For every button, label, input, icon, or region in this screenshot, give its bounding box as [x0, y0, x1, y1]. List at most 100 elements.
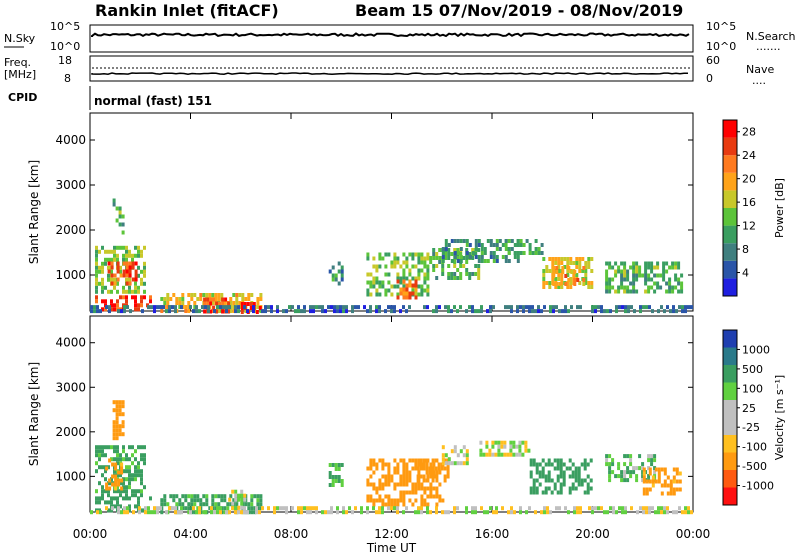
- data-cell: [369, 462, 373, 467]
- data-cell: [559, 486, 563, 491]
- data-cell: [331, 277, 335, 282]
- data-cell: [408, 283, 412, 288]
- data-cell: [540, 510, 543, 515]
- data-cell: [402, 478, 406, 483]
- data-cell: [557, 273, 561, 277]
- data-cell: [345, 510, 348, 515]
- colorbar-tick-label: 500: [742, 363, 763, 376]
- data-cell: [184, 309, 188, 313]
- data-cell: [474, 247, 478, 251]
- data-cell: [387, 470, 391, 475]
- data-cell: [645, 510, 648, 515]
- data-cell: [549, 510, 552, 515]
- data-cell: [669, 309, 672, 314]
- data-cell: [137, 249, 140, 254]
- data-cell: [128, 269, 132, 274]
- data-cell: [564, 274, 568, 278]
- data-cell: [559, 482, 563, 487]
- data-cell: [208, 506, 212, 511]
- data-cell: [128, 445, 131, 450]
- data-cell: [675, 471, 679, 476]
- data-cell: [527, 448, 531, 453]
- data-cell: [143, 261, 146, 266]
- data-cell: [516, 309, 519, 314]
- data-cell: [134, 295, 137, 300]
- data-cell: [675, 479, 679, 484]
- data-cell: [605, 462, 609, 467]
- data-cell: [195, 510, 198, 515]
- data-cell: [187, 293, 191, 297]
- data-cell: [645, 491, 649, 496]
- data-cell: [180, 506, 183, 511]
- data-cell: [518, 440, 522, 445]
- data-cell: [156, 506, 159, 511]
- data-cell: [584, 273, 588, 277]
- data-cell: [422, 458, 426, 463]
- data-cell: [387, 506, 390, 511]
- data-cell: [441, 453, 445, 458]
- data-cell: [107, 445, 110, 450]
- data-cell: [140, 493, 143, 498]
- data-cell: [107, 277, 110, 282]
- data-cell: [190, 506, 194, 511]
- data-cell: [556, 462, 560, 467]
- data-cell: [372, 486, 376, 491]
- data-cell: [225, 510, 228, 515]
- data-cell: [126, 506, 129, 511]
- data-cell: [95, 253, 98, 258]
- data-cell: [121, 404, 125, 409]
- data-cell: [468, 276, 472, 280]
- data-cell: [169, 297, 173, 301]
- data-cell: [117, 470, 121, 475]
- data-cell: [241, 293, 245, 297]
- data-cell: [431, 466, 435, 471]
- data-cell: [497, 440, 501, 445]
- data-cell: [384, 502, 388, 507]
- data-cell: [447, 248, 451, 252]
- data-cell: [390, 264, 394, 269]
- data-cell: [529, 490, 533, 495]
- data-cell: [474, 510, 477, 515]
- data-cell: [137, 303, 140, 308]
- y-tick-label: 4000: [55, 336, 86, 350]
- data-cell: [172, 293, 176, 297]
- data-cell: [552, 274, 556, 278]
- data-cell: [653, 289, 657, 294]
- data-cell: [123, 510, 126, 515]
- data-cell: [216, 305, 219, 310]
- data-cell: [128, 508, 131, 513]
- data-cell: [603, 510, 606, 515]
- data-cell: [399, 482, 403, 487]
- data-cell: [638, 269, 642, 274]
- data-cell: [408, 458, 412, 463]
- data-cell: [351, 305, 354, 310]
- data-cell: [375, 305, 378, 310]
- data-cell: [209, 309, 213, 314]
- data-cell: [95, 281, 98, 286]
- scatter-region: [112, 400, 125, 441]
- data-cell: [131, 453, 134, 458]
- data-cell: [632, 470, 636, 475]
- data-cell: [402, 458, 406, 463]
- data-cell: [429, 260, 433, 264]
- data-cell: [647, 454, 651, 459]
- data-cell: [528, 247, 532, 251]
- colorbar-swatch: [723, 330, 737, 348]
- data-cell: [450, 259, 454, 263]
- data-cell: [207, 305, 210, 310]
- data-cell: [414, 490, 418, 495]
- data-cell: [491, 452, 495, 457]
- data-cell: [519, 239, 523, 243]
- data-cell: [566, 285, 570, 289]
- data-cell: [623, 273, 627, 278]
- data-cell: [647, 458, 651, 463]
- data-cell: [662, 273, 666, 278]
- data-cell: [140, 481, 143, 486]
- data-cell: [115, 436, 119, 441]
- scatter-region: [396, 279, 418, 300]
- data-cell: [422, 466, 426, 471]
- data-cell: [107, 257, 110, 262]
- data-cell: [128, 277, 131, 282]
- data-cell: [181, 502, 185, 507]
- data-cell: [512, 440, 516, 445]
